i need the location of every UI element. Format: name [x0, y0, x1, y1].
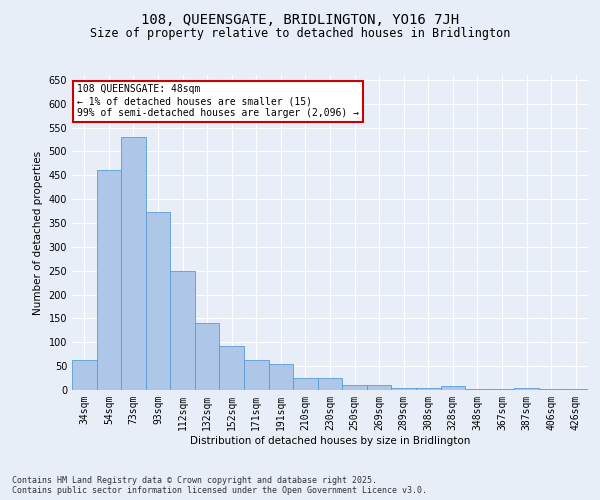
Y-axis label: Number of detached properties: Number of detached properties — [33, 150, 43, 314]
Bar — [244, 360, 269, 390]
Bar — [318, 378, 342, 390]
Bar — [293, 378, 318, 390]
Text: 108 QUEENSGATE: 48sqm
← 1% of detached houses are smaller (15)
99% of semi-detac: 108 QUEENSGATE: 48sqm ← 1% of detached h… — [77, 84, 359, 117]
Bar — [490, 388, 514, 390]
Bar — [269, 364, 293, 390]
X-axis label: Distribution of detached houses by size in Bridlington: Distribution of detached houses by size … — [190, 436, 470, 446]
Text: 108, QUEENSGATE, BRIDLINGTON, YO16 7JH: 108, QUEENSGATE, BRIDLINGTON, YO16 7JH — [141, 12, 459, 26]
Bar — [121, 137, 146, 390]
Bar — [514, 388, 539, 390]
Bar — [367, 385, 391, 390]
Bar — [195, 323, 220, 390]
Bar — [465, 388, 490, 390]
Bar — [342, 385, 367, 390]
Bar — [563, 388, 588, 390]
Bar — [539, 388, 563, 390]
Bar — [220, 346, 244, 390]
Text: Size of property relative to detached houses in Bridlington: Size of property relative to detached ho… — [90, 28, 510, 40]
Bar — [391, 388, 416, 390]
Bar — [72, 360, 97, 390]
Bar — [416, 388, 440, 390]
Bar — [170, 271, 195, 390]
Bar — [440, 386, 465, 390]
Bar — [146, 212, 170, 390]
Text: Contains HM Land Registry data © Crown copyright and database right 2025.
Contai: Contains HM Land Registry data © Crown c… — [12, 476, 427, 495]
Bar — [97, 170, 121, 390]
